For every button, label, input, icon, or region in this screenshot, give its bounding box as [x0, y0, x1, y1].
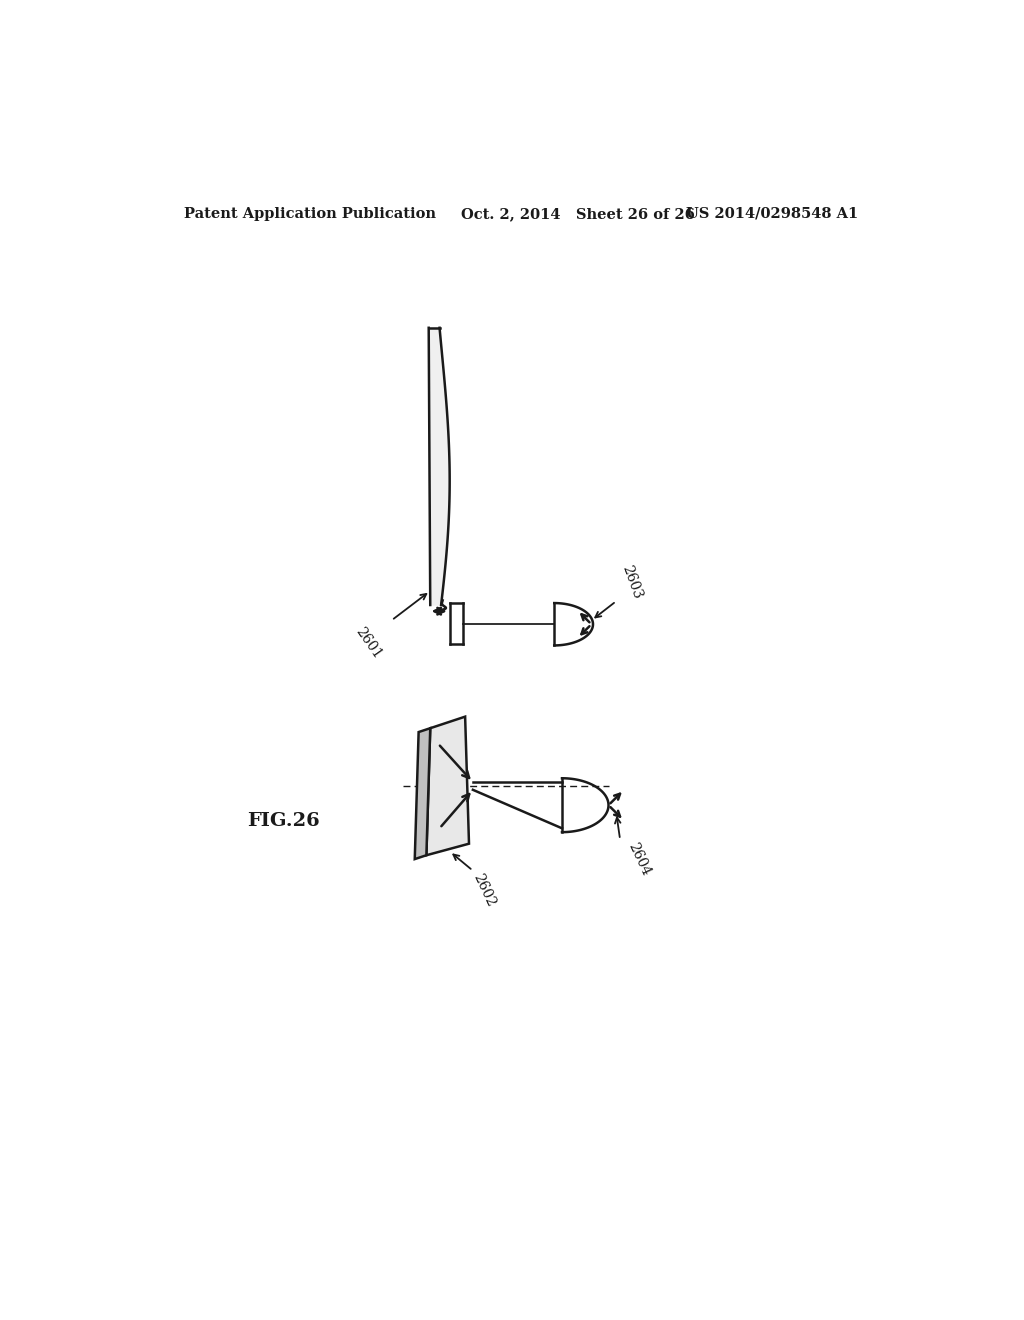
Text: 2602: 2602	[471, 871, 499, 908]
Text: 2604: 2604	[626, 841, 653, 878]
Text: US 2014/0298548 A1: US 2014/0298548 A1	[686, 207, 858, 220]
Polygon shape	[429, 327, 450, 605]
Text: Oct. 2, 2014   Sheet 26 of 26: Oct. 2, 2014 Sheet 26 of 26	[461, 207, 695, 220]
Text: Patent Application Publication: Patent Application Publication	[183, 207, 436, 220]
Polygon shape	[415, 729, 430, 859]
Text: 2603: 2603	[620, 564, 644, 601]
Text: 2601: 2601	[352, 626, 384, 661]
Text: FIG.26: FIG.26	[247, 812, 319, 829]
Polygon shape	[426, 717, 469, 855]
